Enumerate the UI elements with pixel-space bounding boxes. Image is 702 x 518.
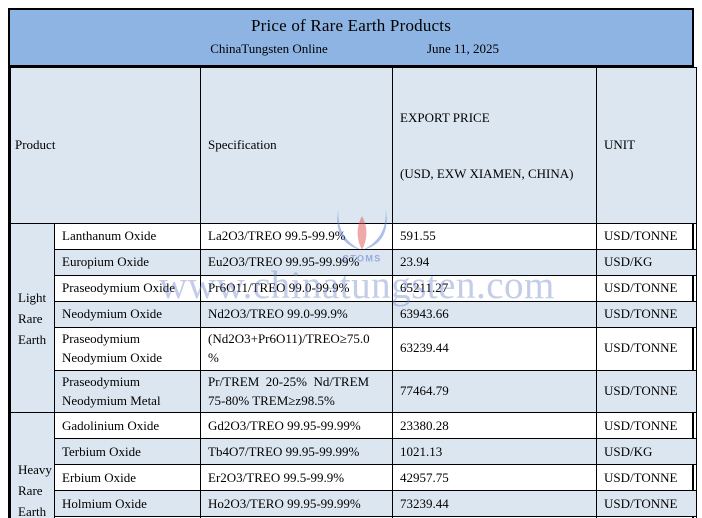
export-price-line1: EXPORT PRICE <box>400 109 490 125</box>
table-row: Dysprosium Oxide Dy2O3/TREO 99.5-99.9% 2… <box>11 516 698 518</box>
price-cell: 73239.44 <box>392 490 598 518</box>
unit-cell: USD/TONNE <box>596 327 698 371</box>
unit-cell: USD/TONNE <box>596 369 698 414</box>
unit-cell: USD/TONNE <box>596 490 698 518</box>
table-row: Europium Oxide Eu2O3/TREO 99.95-99.99% 2… <box>11 249 698 277</box>
table-row: Terbium Oxide Tb4O7/TREO 99.95-99.99% 10… <box>11 438 698 466</box>
subtitle-row: ChinaTungsten Online June 11, 2025 <box>10 40 692 63</box>
specification-cell: Gd2O3/TREO 99.95-99.99% <box>200 412 394 440</box>
product-name-cell: Praseodymium Neodymium Oxide <box>53 327 202 371</box>
table-header-row: Product Specification EXPORT PRICE (USD,… <box>9 66 698 225</box>
product-name-cell: Holmium Oxide <box>53 490 202 518</box>
column-header-product: Product <box>9 66 202 225</box>
price-cell: 63943.66 <box>392 301 598 329</box>
specification-cell: Ho2O3/TERO 99.95-99.99% <box>200 490 394 518</box>
price-cell: 42957.75 <box>392 464 598 492</box>
specification-cell: Pr/TREM 20-25% Nd/TREM 75-80% TREM≥z98.5… <box>200 369 394 414</box>
unit-cell: USD/KG <box>596 249 698 277</box>
column-header-unit: UNIT <box>596 66 698 225</box>
specification-cell: Tb4O7/TREO 99.95-99.99% <box>200 438 394 466</box>
column-header-specification: Specification <box>200 66 394 225</box>
table-row: Praseodymium Neodymium Oxide (Nd2O3+Pr6O… <box>11 327 698 371</box>
banner: Price of Rare Earth Products ChinaTungst… <box>10 10 692 67</box>
product-name-cell: Neodymium Oxide <box>53 301 202 329</box>
price-cell: 1021.13 <box>392 438 598 466</box>
source-label: ChinaTungsten Online <box>210 41 328 56</box>
page-title: Price of Rare Earth Products <box>250 16 452 35</box>
product-name-cell: Terbium Oxide <box>53 438 202 466</box>
price-cell: 63239.44 <box>392 327 598 371</box>
price-sheet: Price of Rare Earth Products ChinaTungst… <box>8 8 698 518</box>
unit-cell: USD/TONNE <box>596 223 698 251</box>
unit-cell: USD/TONNE <box>596 301 698 329</box>
product-name-cell: Gadolinium Oxide <box>53 412 202 440</box>
unit-cell: USD/TONNE <box>596 275 698 303</box>
specification-cell: Er2O3/TREO 99.5-99.9% <box>200 464 394 492</box>
specification-cell: La2O3/TREO 99.5-99.9% <box>200 223 394 251</box>
price-cell: 23.94 <box>392 249 598 277</box>
date-label: June 11, 2025 <box>426 41 500 56</box>
export-price-line2: (USD, EXW XIAMEN, CHINA) <box>400 166 574 182</box>
table-body: Light Rare Earth Lanthanum Oxide La2O3/TR… <box>10 223 698 518</box>
column-header-export-price: EXPORT PRICE (USD, EXW XIAMEN, CHINA) <box>392 66 598 225</box>
table-row: Holmium Oxide Ho2O3/TERO 99.95-99.99% 73… <box>11 490 698 518</box>
unit-cell: USD/TONNE <box>596 464 698 492</box>
product-name-cell: Dysprosium Oxide <box>53 516 202 518</box>
specification-cell: Nd2O3/TREO 99.0-99.9% <box>200 301 394 329</box>
price-cell: 591.55 <box>392 223 598 251</box>
specification-cell: Eu2O3/TREO 99.95-99.99% <box>200 249 394 277</box>
table-row: Praseodymium Oxide Pr6O11/TREO 99.0-99.9… <box>11 275 698 303</box>
product-name-cell: Praseodymium Oxide <box>53 275 202 303</box>
table-row: Neodymium Oxide Nd2O3/TREO 99.0-99.9% 63… <box>11 301 698 329</box>
price-cell: 77464.79 <box>392 369 598 414</box>
unit-cell: USD/TONNE <box>596 412 698 440</box>
price-table: Product Specification EXPORT PRICE (USD,… <box>9 66 698 518</box>
table-row: Praseodymium Neodymium Metal Pr/TREM 20-… <box>11 369 698 414</box>
product-name-cell: Lanthanum Oxide <box>53 223 202 251</box>
table-row: Erbium Oxide Er2O3/TREO 99.5-99.9% 42957… <box>11 464 698 492</box>
price-cell: 23380.28 <box>392 412 598 440</box>
table-row: Light Rare Earth Lanthanum Oxide La2O3/TR… <box>10 223 698 414</box>
product-name-cell: Praseodymium Neodymium Metal <box>53 369 202 414</box>
specification-cell: (Nd2O3+Pr6O11)/TREO≥75.0 % <box>200 327 394 371</box>
table-row: Heavy Rare Earth Gadolinium Oxide Gd2O3/T… <box>10 412 698 518</box>
product-group-cell: Heavy Rare Earth <box>10 412 55 518</box>
product-name-cell: Erbium Oxide <box>53 464 202 492</box>
unit-cell: USD/KG <box>596 438 698 466</box>
price-cell: 65211.27 <box>392 275 598 303</box>
product-group-cell: Light Rare Earth <box>10 223 55 414</box>
product-name-cell: Europium Oxide <box>53 249 202 277</box>
unit-cell: USD/TONNE <box>596 516 698 518</box>
specification-cell: Pr6O11/TREO 99.0-99.9% <box>200 275 394 303</box>
